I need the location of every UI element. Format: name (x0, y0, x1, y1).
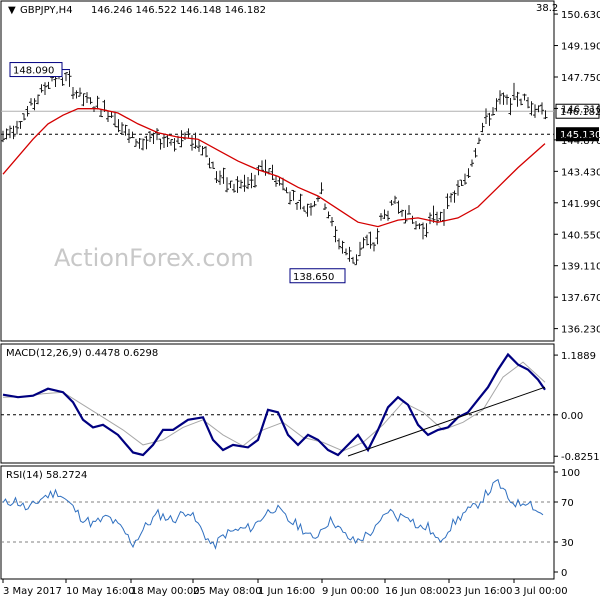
time-axis-tick-label: 1 Jun 16:00 (258, 586, 315, 597)
macd-line (2, 352, 546, 457)
rsi-panel-frame (0, 465, 555, 580)
price-plot: 148.090 138.650 146.182 145.130 (1, 62, 600, 284)
high-label-148090: 148.090 (13, 66, 54, 77)
rsi-axis-tick-label: 30 (561, 538, 574, 549)
macd-title: MACD(12,26,9) 0.4478 0.6298 (6, 348, 158, 359)
rsi-axis-tick-label: 0 (561, 568, 567, 579)
price-axis-tick-label: 146.310 (561, 104, 600, 115)
low-label-box (289, 268, 346, 284)
price-axis-tick-label: 137.670 (561, 293, 600, 304)
macd-panel-frame (0, 343, 555, 464)
time-axis-tick-label: 16 Jun 08:00 (385, 586, 449, 597)
current-price-marker (555, 103, 600, 119)
moving-average-line (2, 108, 546, 228)
rsi-axis-tick-label: 100 (561, 468, 580, 479)
price-axis-tick-label: 140.550 (561, 230, 600, 241)
macd-axis-tick-label: 1.1889 (561, 351, 596, 362)
support-price-label: 145.130 (560, 130, 600, 141)
support-price-marker (556, 127, 599, 142)
price-axis-tick-label: 143.430 (561, 167, 600, 178)
dropdown-arrow-icon[interactable]: ▼ (8, 5, 16, 16)
price-axis-tick-label: 149.190 (561, 42, 600, 53)
price-axis-tick-label: 141.990 (561, 199, 600, 210)
current-price-label: 146.182 (560, 107, 600, 118)
macd-axis-tick-label: 0.00 (561, 411, 583, 422)
time-axis-tick-label: 3 May 2017 (3, 586, 62, 597)
rsi-plot (1, 478, 554, 550)
corner-value: 38.2 (536, 3, 558, 14)
price-axis-tick-label: 150.630 (561, 10, 600, 21)
watermark: ActionForex.com (54, 244, 254, 272)
price-axis-tick-label: 144.870 (561, 136, 600, 147)
price-axis-tick-label: 136.230 (561, 325, 600, 336)
time-axis-tick-label: 18 May 00:00 (131, 586, 200, 597)
axes: 150.630 149.190 147.750 146.310 144.870 143.4… (2, 10, 600, 597)
macd-axis-tick-label: -0.8251 (561, 452, 600, 463)
macd-plot (1, 352, 554, 457)
ohlc-values: 146.246 146.522 146.148 146.182 (91, 5, 266, 16)
price-axis-tick-label: 139.110 (561, 262, 600, 273)
rsi-axis-tick-label: 70 (561, 498, 574, 509)
macd-trendline (347, 386, 546, 457)
low-label-138650: 138.650 (293, 272, 334, 283)
time-axis-tick-label: 25 May 08:00 (193, 586, 262, 597)
time-axis-tick-label: 9 Jun 00:00 (322, 586, 379, 597)
macd-signal-line (2, 361, 546, 452)
rsi-title: RSI(14) 58.2724 (6, 470, 87, 481)
time-axis-tick-label: 10 May 16:00 (66, 586, 135, 597)
time-axis-tick-label: 3 Jul 00:00 (514, 586, 568, 597)
rsi-line (2, 478, 544, 550)
time-axis-tick-label: 23 Jun 16:00 (449, 586, 513, 597)
price-axis-tick-label: 147.750 (561, 73, 600, 84)
symbol-label: GBPJPY,H4 (20, 5, 73, 16)
